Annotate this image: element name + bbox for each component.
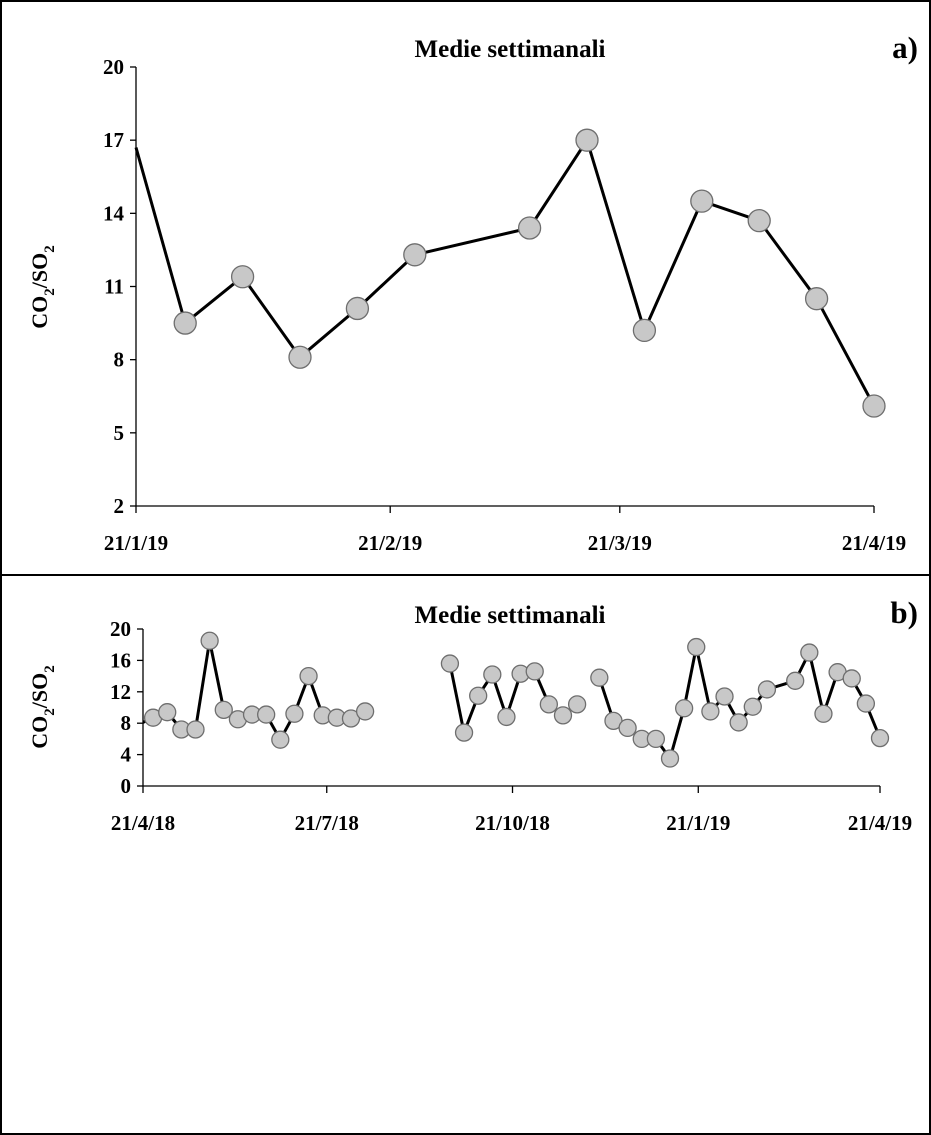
y-tick-label: 12 (110, 680, 131, 704)
data-point (862, 394, 886, 418)
data-point (814, 704, 833, 723)
data-point (288, 345, 312, 369)
data-point (440, 654, 460, 673)
data-point (575, 128, 599, 152)
data-point (525, 662, 544, 681)
data-point (483, 665, 502, 684)
data-point (497, 707, 516, 727)
data-point (230, 265, 255, 289)
y-tick-label: 11 (104, 275, 124, 299)
panel-b: Medie settimanali b) CO2/SO2 04812162021… (27, 595, 918, 835)
data-point (870, 728, 890, 748)
data-point (856, 694, 876, 713)
data-point (186, 720, 205, 739)
data-point (674, 699, 694, 718)
y-tick-label: 20 (110, 617, 131, 641)
y-tick-label: 20 (103, 55, 124, 79)
data-point (285, 704, 304, 723)
data-point (747, 208, 771, 233)
data-point (660, 749, 680, 768)
data-point (804, 287, 829, 311)
x-tick-label: 21/10/18 (475, 811, 550, 835)
data-point (214, 700, 233, 720)
panel-label: b) (890, 595, 918, 630)
data-point (618, 718, 637, 738)
x-tick-label: 21/7/18 (295, 811, 359, 835)
data-point (454, 723, 474, 742)
x-tick-label: 21/1/19 (104, 531, 168, 555)
data-point (257, 705, 276, 724)
data-point (345, 296, 370, 321)
axes: 2 5 8 11 14 17 20 21/1/19 21/2/19 21/3/19 21/4/19 (103, 55, 906, 555)
data-point (469, 686, 488, 705)
y-tick-label: 8 (121, 711, 132, 735)
data-point (715, 687, 734, 706)
data-point (173, 311, 197, 335)
x-tick-label: 21/4/18 (111, 811, 175, 835)
x-tick-label: 21/4/19 (842, 531, 906, 555)
x-tick-label: 21/2/19 (358, 531, 422, 555)
y-tick-label: 4 (121, 743, 132, 767)
data-point (590, 668, 609, 687)
plot-area (142, 631, 890, 768)
data-point (687, 637, 706, 657)
data-point (743, 697, 762, 716)
data-point (517, 216, 542, 240)
data-point (539, 695, 559, 714)
x-tick-label: 21/1/19 (666, 811, 730, 835)
axes: 0 4 8 12 16 20 21/4/18 21/7/18 21/10/18 21/1/19 21… (110, 617, 912, 835)
panel-label: a) (892, 30, 918, 65)
chart-title: Medie settimanali (415, 602, 606, 629)
data-point (355, 702, 375, 721)
data-point (299, 666, 318, 686)
data-point (701, 702, 720, 721)
data-point (842, 669, 861, 688)
y-tick-label: 14 (103, 201, 125, 225)
data-point (800, 643, 819, 662)
y-tick-label: 2 (114, 494, 125, 518)
data-point (271, 730, 290, 749)
x-tick-label: 21/3/19 (588, 531, 652, 555)
y-tick-label: 16 (110, 648, 131, 672)
data-point (200, 631, 219, 650)
plot-area (134, 128, 886, 418)
data-point (567, 695, 587, 714)
data-point (646, 729, 666, 749)
chart-title: Medie settimanali (415, 36, 606, 63)
y-tick-label: 0 (121, 774, 132, 798)
data-point (632, 318, 657, 343)
data-point (403, 243, 427, 267)
data-point (729, 713, 748, 732)
y-tick-label: 5 (114, 421, 125, 445)
data-point (553, 706, 573, 725)
x-tick-label: 21/4/19 (848, 811, 912, 835)
data-point (757, 680, 777, 699)
data-point (786, 671, 805, 690)
y-tick-label: 17 (103, 128, 124, 152)
data-point (690, 189, 714, 213)
data-point (158, 703, 177, 722)
y-tick-label: 8 (114, 348, 125, 372)
